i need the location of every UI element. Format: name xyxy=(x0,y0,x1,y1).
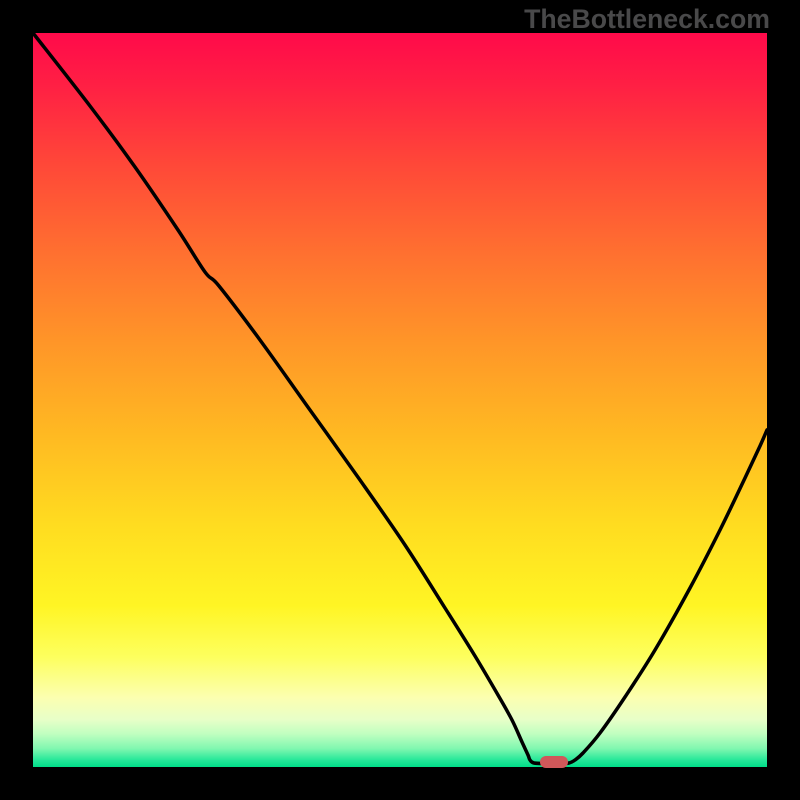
watermark-text: TheBottleneck.com xyxy=(524,4,770,35)
chart-svg xyxy=(0,0,800,800)
chart-background xyxy=(33,33,767,767)
bottleneck-chart: TheBottleneck.com xyxy=(0,0,800,800)
optimal-point-marker xyxy=(540,756,568,768)
